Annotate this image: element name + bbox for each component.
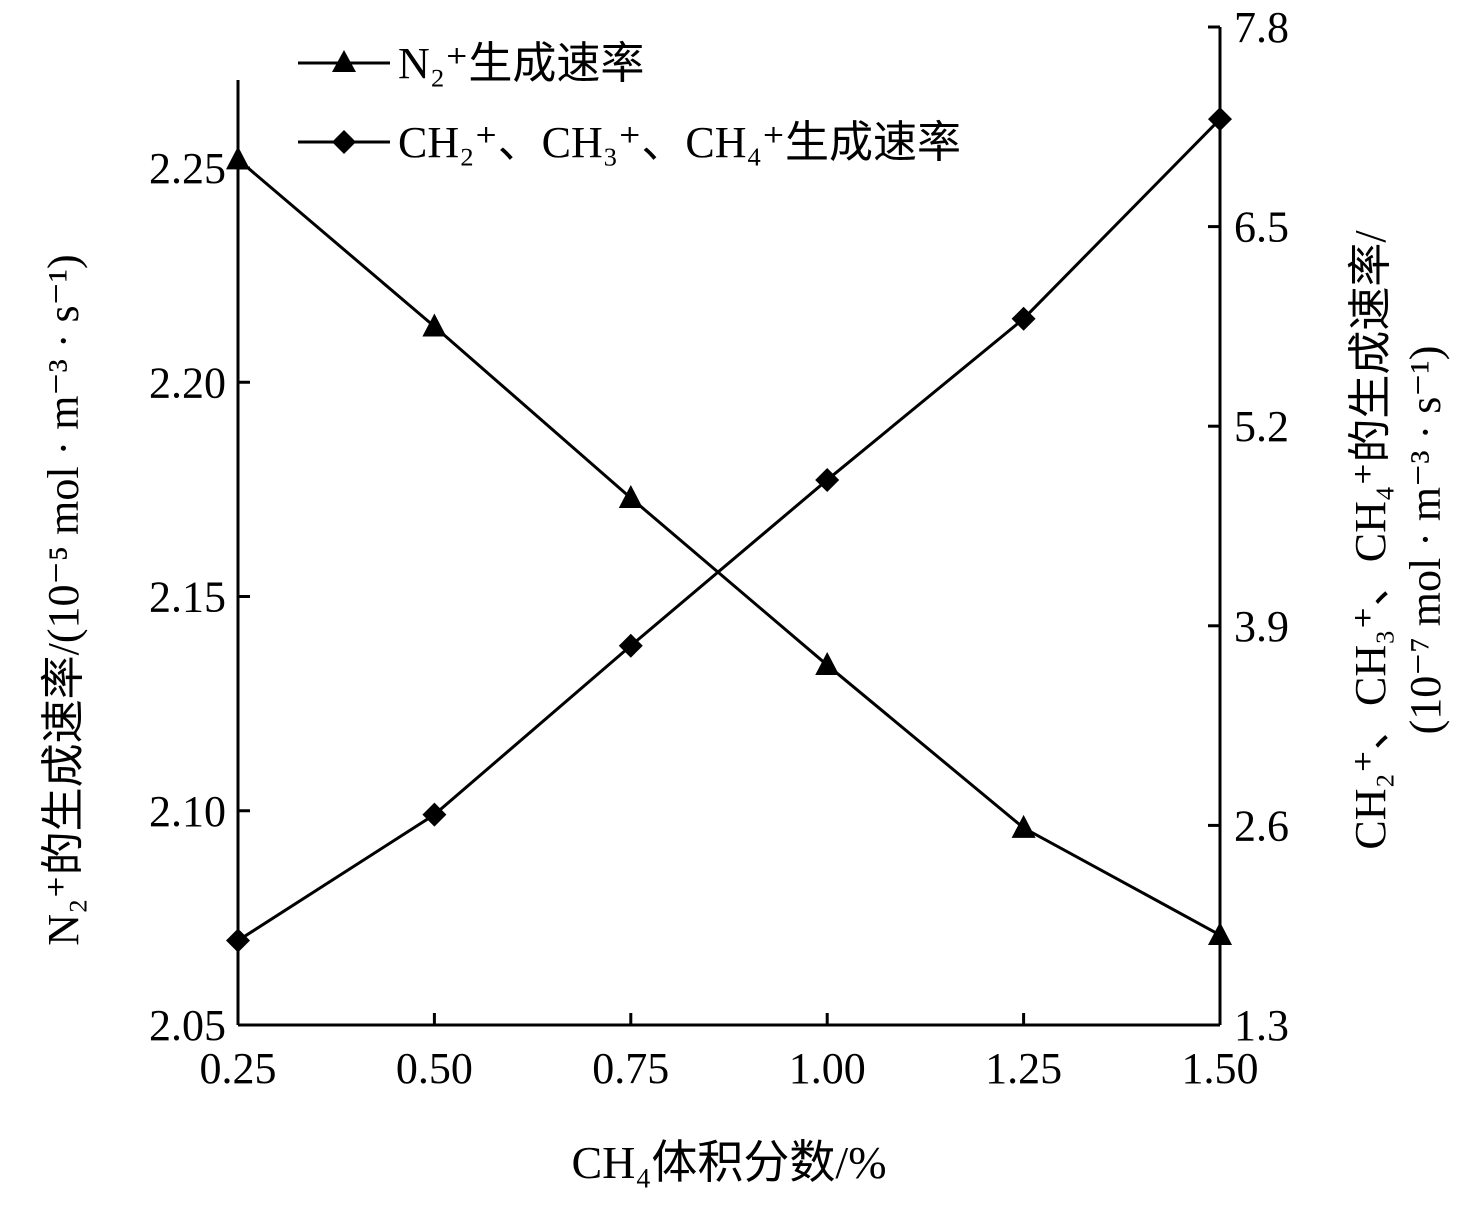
x-tick-label: 0.25 — [200, 1044, 277, 1093]
x-tick-label: 1.25 — [985, 1044, 1062, 1093]
series-markers — [226, 107, 1232, 953]
n2-triangle-point — [422, 313, 447, 337]
series-lines — [237, 118, 1222, 942]
y-right-tick-label: 6.5 — [1234, 203, 1289, 252]
ch-diamond-point — [226, 928, 250, 953]
legend: N₂⁺生成速率 CH₂⁺、CH₃⁺、CH₄⁺生成速率 — [298, 39, 961, 167]
ch-diamond-point — [815, 467, 840, 492]
y-left-tick-label: 2.20 — [149, 358, 226, 407]
axes — [236, 25, 1222, 1027]
n2-triangle-point — [226, 146, 250, 170]
x-tick-label: 0.75 — [592, 1044, 669, 1093]
ch-diamond-point — [422, 802, 447, 827]
n2-triangle-point — [1011, 814, 1036, 838]
x-tick-label: 1.50 — [1182, 1044, 1259, 1093]
y-left-tick-label: 2.05 — [149, 1001, 226, 1050]
n2-series-line — [237, 158, 1221, 937]
y-right-tick-label: 1.3 — [1234, 1001, 1289, 1050]
n2-triangle-point — [618, 484, 643, 508]
y-left-tick-label: 2.15 — [149, 573, 226, 622]
x-axis-label: CH₄体积分数/% — [571, 1137, 886, 1188]
tick-labels: 0.25 0.50 0.75 1.00 1.25 1.50 2.05 2.10 2.15 2.20… — [149, 3, 1289, 1093]
x-tick-label: 0.50 — [396, 1044, 473, 1093]
legend-label-ch: CH₂⁺、CH₃⁺、CH₄⁺生成速率 — [398, 118, 961, 167]
ch-series-line — [237, 118, 1222, 942]
y-axis-label-right-line1: CH₂⁺、CH₃⁺、CH₄⁺的生成速率/ — [1346, 230, 1395, 850]
ch-diamond-point — [1011, 306, 1036, 331]
legend-diamond-icon — [332, 130, 356, 154]
y-right-tick-label: 5.2 — [1234, 402, 1289, 451]
y-right-tick-label: 2.6 — [1234, 801, 1289, 850]
y-right-tick-label: 3.9 — [1234, 602, 1289, 651]
ch-diamond-point — [1208, 107, 1232, 132]
x-tick-label: 1.00 — [789, 1044, 866, 1093]
ch-diamond-point — [618, 633, 643, 658]
y-axis-label-left: N₂⁺的生成速率/(10⁻⁵ mol · m⁻³ · s⁻¹) — [39, 254, 88, 945]
n2-triangle-point — [1208, 922, 1232, 946]
y-left-tick-label: 2.25 — [149, 144, 226, 193]
y-axis-label-right-line2: (10⁻⁷ mol · m⁻³ · s⁻¹) — [1401, 346, 1450, 735]
legend-triangle-icon — [332, 50, 356, 72]
n2-triangle-point — [815, 652, 840, 676]
y-right-tick-label: 7.8 — [1234, 3, 1289, 52]
y-left-tick-label: 2.10 — [149, 787, 226, 836]
legend-label-n2: N₂⁺生成速率 — [398, 39, 644, 88]
